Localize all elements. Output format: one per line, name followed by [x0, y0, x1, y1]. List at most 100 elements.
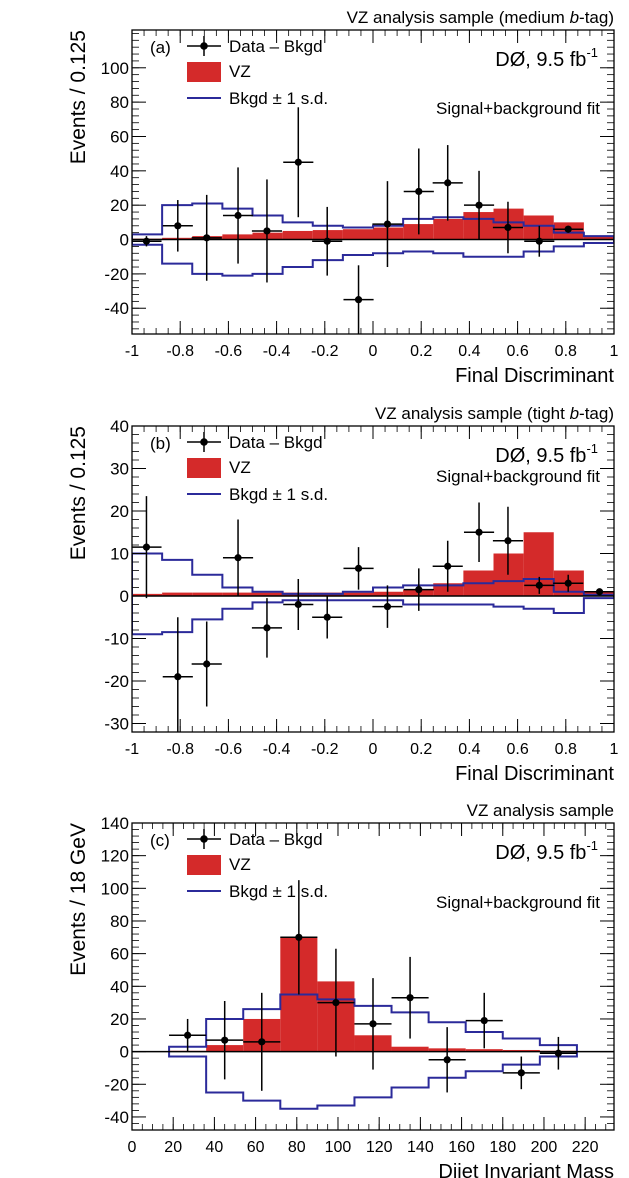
x-tick-label: 1: [610, 741, 619, 758]
data-point: [403, 148, 434, 235]
data-point: [584, 588, 614, 596]
data-marker: [203, 660, 211, 668]
data-point: [162, 617, 193, 732]
experiment-sup: -1: [586, 441, 598, 456]
data-marker: [554, 1049, 562, 1057]
data-point: [283, 107, 314, 218]
chart-title-part: VZ analysis sample (tight: [375, 404, 570, 423]
data-point: [372, 585, 403, 628]
data-marker: [535, 581, 543, 589]
y-tick-label: -40: [104, 299, 129, 318]
data-marker: [354, 564, 363, 572]
plot-frame: [131, 822, 615, 1131]
data-point: [280, 880, 318, 995]
fit-label: Signal+background fit: [436, 99, 600, 118]
vz-bar: [583, 236, 614, 240]
y-tick-label: -20: [104, 265, 129, 284]
experiment-text: DØ, 9.5 fb: [495, 842, 586, 864]
x-axis-label: Final Discriminant: [455, 763, 614, 785]
legend-data-marker: [200, 835, 208, 843]
x-tick-label: -0.2: [311, 343, 339, 360]
data-marker: [383, 603, 392, 611]
x-tick-label: -0.4: [263, 343, 291, 360]
x-tick-label: 160: [448, 1139, 475, 1156]
experiment-label: DØ, 9.5 fb-1: [495, 441, 598, 467]
data-point: [428, 1027, 466, 1093]
x-tick-label: -0.4: [263, 741, 291, 758]
y-tick-label: 120: [101, 847, 129, 866]
data-point: [312, 596, 343, 639]
experiment-sup: -1: [586, 45, 598, 60]
plot-area: [132, 496, 614, 732]
data-marker: [406, 994, 414, 1002]
vz-bar: [502, 1049, 540, 1052]
data-point: [463, 170, 495, 240]
y-tick-label: 20: [110, 502, 129, 521]
data-point: [463, 502, 495, 562]
y-tick-label: 0: [120, 587, 129, 606]
data-marker: [323, 237, 331, 245]
data-marker: [263, 624, 271, 632]
data-marker: [415, 187, 423, 196]
data-marker: [184, 1031, 192, 1039]
data-point: [524, 225, 555, 257]
legend-data-label: Data – Bkgd: [229, 830, 323, 849]
data-marker: [475, 528, 483, 536]
x-tick-label: -0.8: [166, 741, 194, 758]
legend-vz-label: VZ: [229, 855, 251, 874]
legend-vz-swatch: [187, 458, 221, 478]
data-marker: [203, 234, 211, 242]
vz-bar: [252, 592, 283, 596]
legend: Data – Bkgd VZ Bkgd ± 1 s.d.: [187, 829, 328, 901]
data-marker: [295, 933, 303, 941]
data-point: [492, 201, 524, 254]
data-point: [251, 598, 283, 658]
x-tick-label: 0.2: [410, 343, 432, 360]
chart-title-italic: b: [570, 8, 579, 27]
data-point: [312, 206, 343, 276]
chart-panel-b: VZ analysis sample (tight b-tag) -1 -0.8 -0…: [67, 404, 619, 785]
x-tick-label: 0: [128, 1139, 137, 1156]
data-marker: [415, 586, 423, 594]
data-marker: [234, 211, 242, 220]
chart-panel-c: VZ analysis sample 0 20 40 60 80 100 120 140 160 1…: [67, 801, 615, 1178]
data-point: [432, 540, 463, 592]
x-tick-label: 0.6: [506, 343, 528, 360]
y-tick-label: 40: [110, 417, 129, 436]
vz-bar: [465, 1049, 503, 1052]
data-point: [403, 568, 434, 611]
data-marker: [504, 537, 512, 545]
y-tick-label: -40: [104, 1108, 129, 1127]
y-tick-label: 30: [110, 460, 129, 479]
chart-title-italic: b: [570, 404, 579, 423]
data-point: [539, 1036, 577, 1070]
legend-band-label: Bkgd ± 1 s.d.: [229, 485, 328, 504]
legend-data-marker: [200, 42, 208, 50]
x-tick-label: -0.8: [166, 343, 194, 360]
experiment-label: DØ, 9.5 fb-1: [495, 45, 598, 71]
y-tick-label: 80: [110, 93, 129, 112]
x-tick-label: 1: [610, 343, 619, 360]
plot-area: [132, 107, 614, 334]
data-marker: [323, 613, 331, 621]
data-marker: [444, 179, 452, 187]
x-tick-label: 0.8: [555, 741, 577, 758]
data-point: [553, 225, 584, 233]
data-marker: [332, 999, 340, 1007]
data-marker: [294, 158, 302, 166]
data-marker: [142, 543, 151, 551]
x-tick-label: 0: [369, 343, 378, 360]
bkgd-minus-1sd-line: [132, 239, 614, 277]
x-tick-label: 200: [531, 1139, 558, 1156]
y-tick-label: -10: [104, 630, 129, 649]
data-marker: [294, 600, 302, 609]
x-tick-label: 20: [164, 1139, 182, 1156]
y-tick-label: -20: [104, 1075, 129, 1094]
x-tick-label: -1: [125, 343, 139, 360]
data-point: [354, 978, 392, 1070]
data-point: [553, 574, 584, 592]
chart-title-part: -tag): [579, 404, 614, 423]
x-tick-label: 0.4: [458, 741, 480, 758]
data-marker: [564, 225, 572, 233]
